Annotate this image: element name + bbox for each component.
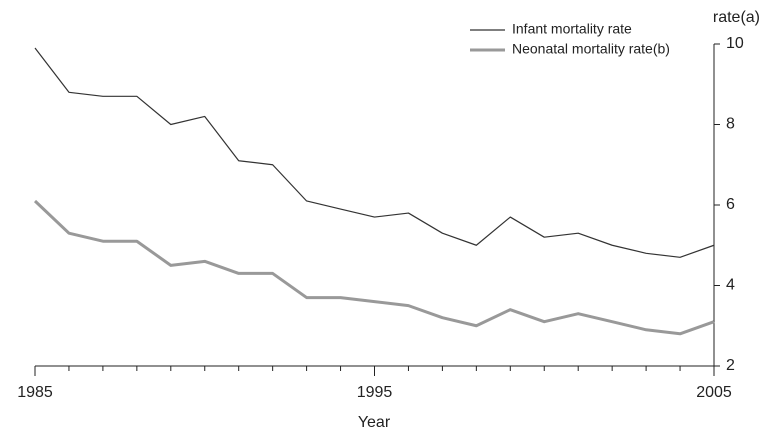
y-tick-label: 4 — [726, 277, 735, 294]
y-tick-label: 6 — [726, 196, 735, 213]
y-tick-label: 8 — [726, 116, 735, 133]
x-tick-label: 1985 — [17, 384, 53, 401]
x-tick-label: 2005 — [696, 384, 732, 401]
x-tick-label: 1995 — [357, 384, 393, 401]
legend-label: Neonatal mortality rate(b) — [512, 41, 670, 57]
series-line — [33, 199, 715, 336]
y-tick-label: 10 — [726, 35, 744, 52]
x-axis-label: Year — [358, 414, 391, 431]
legend-label: Infant mortality rate — [512, 21, 632, 37]
y-tick-label: 2 — [726, 357, 735, 374]
y-axis-label: rate(a) — [713, 9, 760, 26]
series-line — [34, 47, 715, 258]
